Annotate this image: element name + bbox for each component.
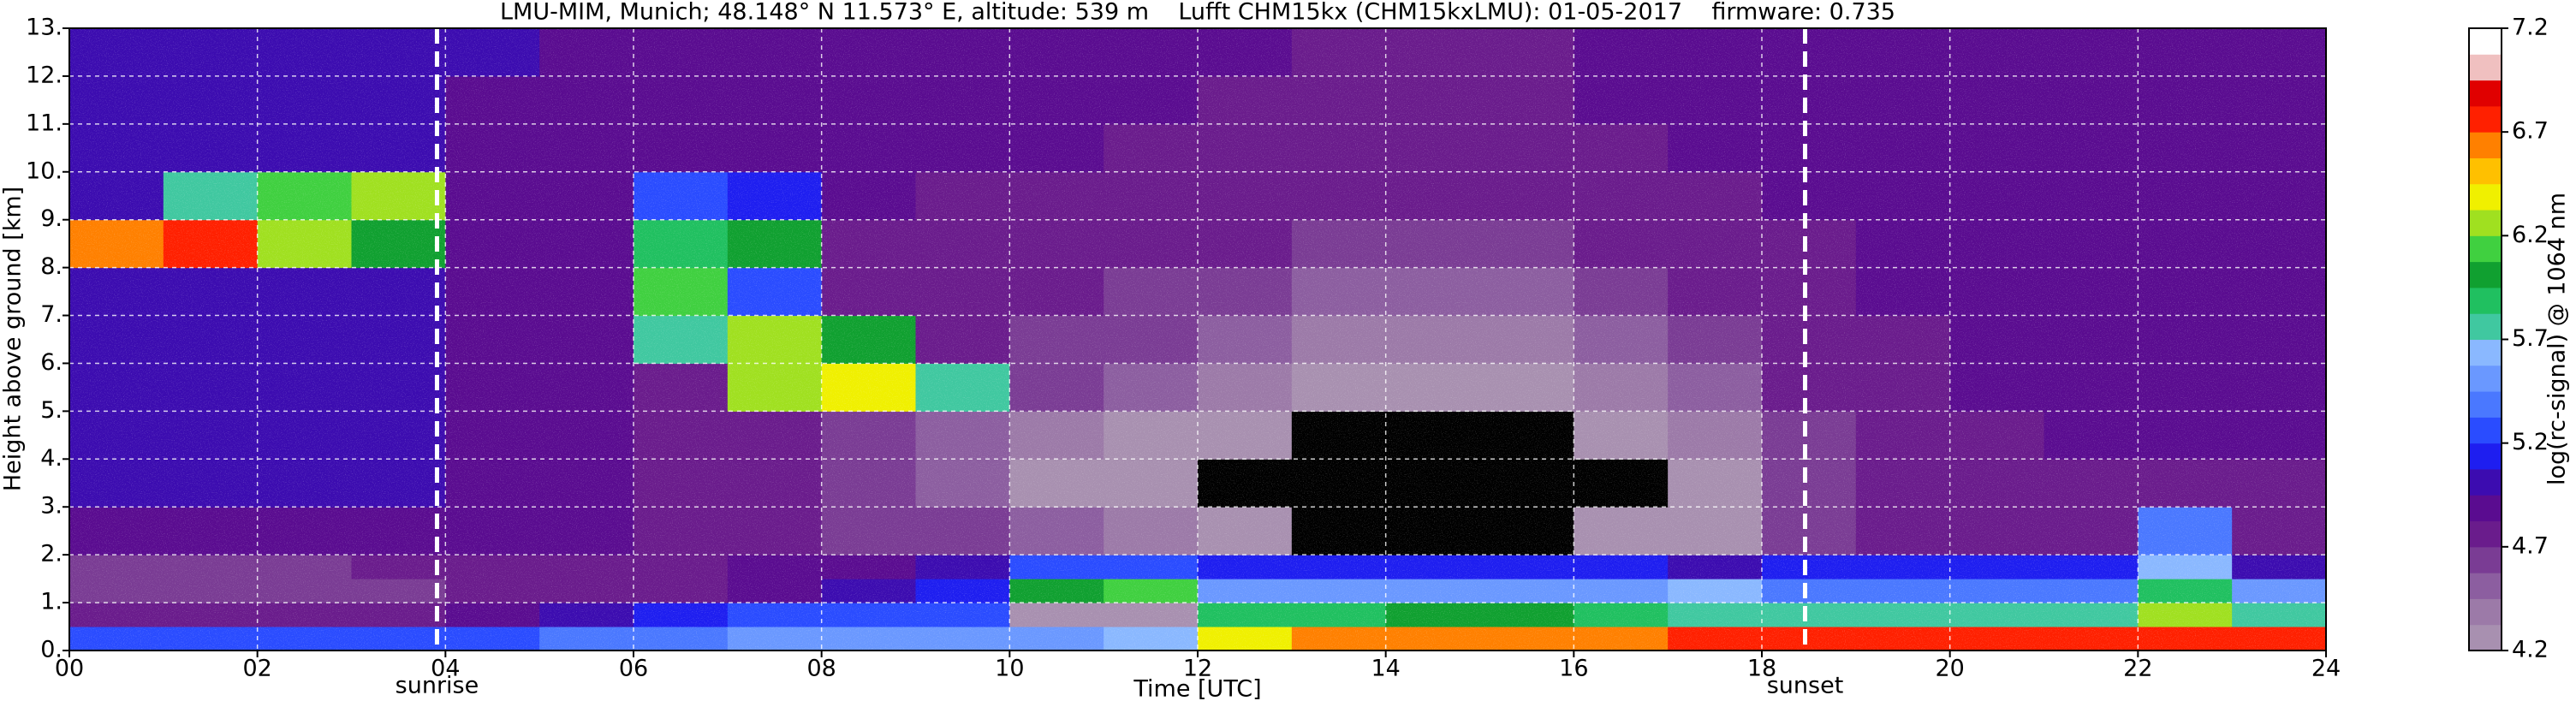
colorbar-tick-label: 7.2 — [2512, 15, 2549, 41]
x-tick-label: 16 — [1559, 656, 1588, 682]
chart-title: LMU-MIM, Munich; 48.148° N 11.573° E, al… — [500, 0, 1895, 26]
colorbar-band — [2469, 598, 2502, 626]
colorbar-band — [2469, 287, 2502, 314]
colorbar-band — [2469, 417, 2502, 444]
colorbar-band — [2469, 546, 2502, 573]
plot-frame — [68, 27, 2327, 651]
colorbar-band — [2469, 520, 2502, 548]
colorbar-tick-label: 4.7 — [2512, 532, 2549, 559]
colorbar-tick-label: 5.7 — [2512, 325, 2549, 352]
colorbar-tick-label: 6.7 — [2512, 118, 2549, 145]
x-tick-label: 24 — [2311, 656, 2341, 682]
overlay: 00 02 04 06 08 10 12 14 16 18 20 22 24 0. 1. 2. 3. 4. 5. 6.… — [26, 15, 2549, 699]
colorbar-tick-label: 5.2 — [2512, 429, 2549, 455]
x-tick-label: 12 — [1183, 656, 1212, 682]
colorbar-band — [2469, 624, 2502, 651]
colorbar-band — [2469, 235, 2502, 263]
colorbar-frame — [2468, 27, 2502, 651]
x-tick-label: 22 — [2123, 656, 2152, 682]
colorbar-band — [2469, 183, 2502, 211]
y-tick-label: 8. — [40, 253, 62, 280]
x-tick-label: 18 — [1747, 656, 1776, 682]
colorbar-band — [2469, 28, 2502, 55]
colorbar-band — [2469, 132, 2502, 158]
colorbar-band — [2469, 210, 2502, 236]
x-tick-label: 02 — [242, 656, 271, 682]
colorbar-band — [2469, 80, 2502, 107]
y-tick-label: 2. — [40, 541, 62, 567]
y-tick-label: 6. — [40, 349, 62, 376]
x-tick-label: 14 — [1371, 656, 1400, 682]
event-label: sunset — [1767, 673, 1844, 699]
colorbar-band — [2469, 339, 2502, 366]
y-tick-label: 5. — [40, 397, 62, 424]
x-axis-label: Time [UTC] — [1133, 676, 1261, 703]
colorbar-band — [2469, 443, 2502, 470]
colorbar-band — [2469, 313, 2502, 340]
y-tick-label: 4. — [40, 445, 62, 472]
x-tick-label: 06 — [619, 656, 648, 682]
colorbar-band — [2469, 365, 2502, 392]
y-tick-label: 10. — [26, 157, 62, 184]
colorbar-tick-label: 6.2 — [2512, 222, 2549, 248]
y-axis-label: Height above ground [km] — [0, 187, 27, 491]
y-tick-label: 13. — [26, 15, 62, 41]
colorbar-band — [2469, 157, 2502, 185]
y-tick-label: 1. — [40, 589, 62, 615]
colorbar-band — [2469, 105, 2502, 133]
y-tick-label: 11. — [26, 110, 62, 136]
x-tick-label: 20 — [1935, 656, 1964, 682]
colorbar-band — [2469, 261, 2502, 288]
colorbar-label: log(rc-signal) @ 1064 nm — [2544, 193, 2571, 485]
colorbar-band — [2469, 495, 2502, 522]
event-label: sunrise — [396, 673, 479, 699]
y-tick-label: 0. — [40, 637, 62, 663]
y-tick-label: 7. — [40, 301, 62, 328]
x-tick-label: 00 — [55, 656, 84, 682]
x-tick-label: 10 — [995, 656, 1024, 682]
colorbar-band — [2469, 573, 2502, 599]
y-tick-label: 12. — [26, 62, 62, 88]
y-tick-label: 9. — [40, 205, 62, 232]
colorbar-band — [2469, 54, 2502, 81]
colorbar-band — [2469, 468, 2502, 496]
colorbar-tick-label: 4.2 — [2512, 637, 2549, 663]
y-tick-label: 3. — [40, 493, 62, 520]
x-tick-label: 08 — [806, 656, 836, 682]
colorbar-band — [2469, 391, 2502, 418]
x-tick-label: 04 — [431, 656, 460, 682]
